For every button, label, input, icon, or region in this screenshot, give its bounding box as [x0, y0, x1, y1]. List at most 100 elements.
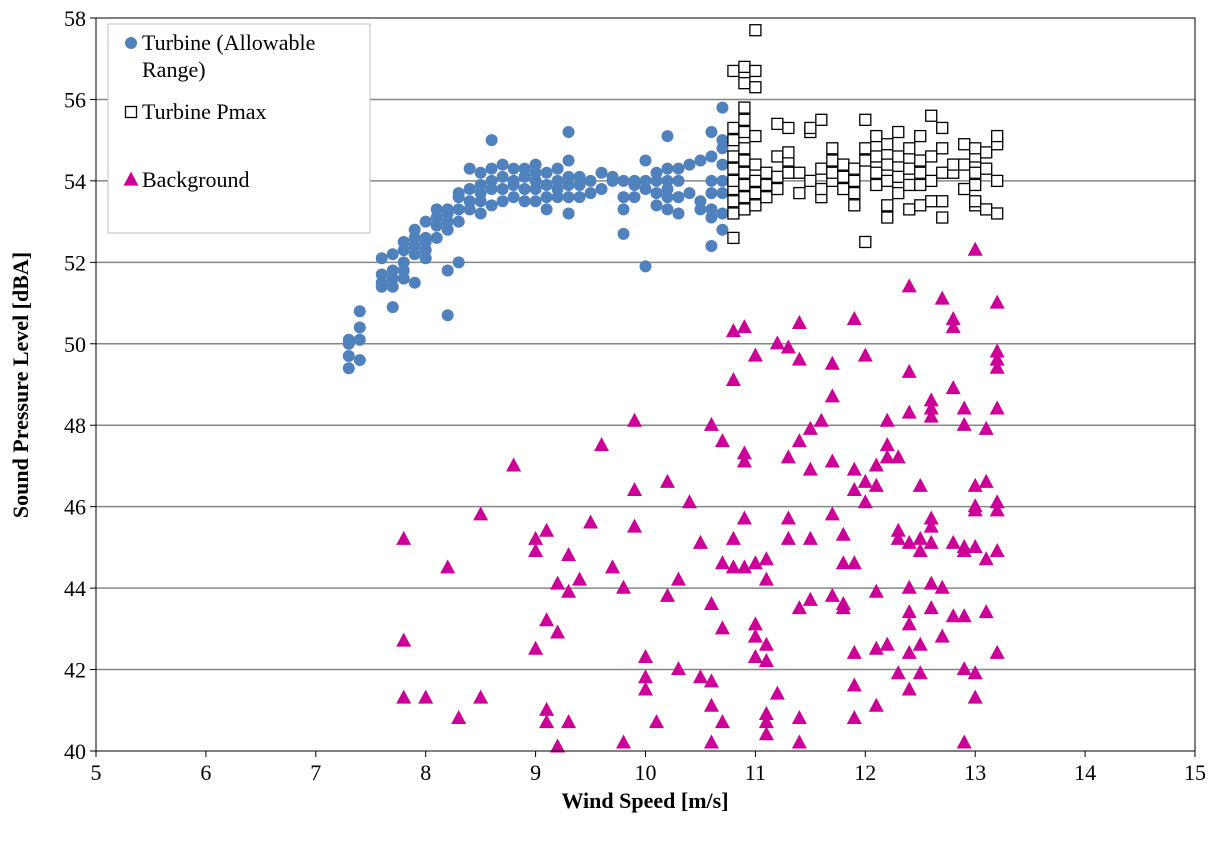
- point-circle: [540, 178, 553, 191]
- point-square: [881, 174, 894, 188]
- legend-box: [107, 23, 371, 234]
- point-circle: [551, 174, 564, 187]
- point-triangle: [780, 510, 796, 525]
- point-circle: [397, 235, 410, 248]
- point-square: [947, 158, 960, 171]
- point-square: [936, 142, 949, 155]
- point-square: [914, 129, 927, 143]
- point-triangle: [989, 359, 1005, 374]
- point-triangle: [945, 380, 961, 395]
- point-circle: [716, 174, 729, 187]
- x-tick-label: 8: [420, 760, 431, 785]
- point-circle: [716, 158, 729, 171]
- point-triangle: [945, 534, 961, 549]
- point-triangle: [451, 710, 467, 725]
- point-circle: [518, 162, 531, 175]
- point-circle: [573, 191, 586, 204]
- point-triangle: [868, 640, 884, 655]
- point-square: [749, 129, 762, 143]
- point-triangle: [890, 530, 906, 545]
- point-circle: [672, 162, 685, 175]
- point-square: [793, 186, 806, 200]
- point-square: [925, 174, 938, 188]
- point-triangle: [989, 644, 1005, 659]
- point-triangle: [967, 477, 983, 492]
- point-triangle: [736, 510, 752, 525]
- point-triangle: [824, 453, 840, 468]
- point-square: [760, 191, 773, 204]
- y-tick-label: 58: [64, 6, 86, 31]
- point-square: [727, 195, 740, 208]
- point-triangle: [747, 648, 763, 663]
- point-square: [914, 166, 927, 179]
- point-circle: [430, 231, 443, 244]
- point-triangle: [945, 310, 961, 325]
- point-circle: [452, 215, 465, 228]
- point-circle: [463, 195, 476, 208]
- point-triangle: [923, 534, 939, 549]
- point-triangle: [802, 461, 818, 476]
- point-circle: [375, 268, 388, 281]
- point-triangle: [879, 636, 895, 651]
- point-triangle: [605, 559, 621, 574]
- point-square: [749, 64, 762, 78]
- point-triangle: [945, 608, 961, 623]
- point-circle: [430, 203, 443, 216]
- point-triangle: [901, 604, 917, 619]
- point-triangle: [692, 669, 708, 684]
- point-triangle: [638, 681, 653, 696]
- point-triangle: [868, 697, 884, 712]
- point-triangle: [912, 636, 928, 651]
- point-triangle: [769, 685, 785, 700]
- point-circle: [485, 199, 498, 212]
- point-square: [749, 158, 762, 171]
- point-square: [804, 174, 817, 188]
- point-triangle: [670, 571, 686, 586]
- point-triangle: [758, 714, 774, 729]
- point-square: [771, 170, 784, 183]
- point-triangle: [890, 665, 906, 680]
- point-square: [738, 166, 751, 179]
- point-triangle: [857, 494, 873, 509]
- point-square: [870, 129, 883, 143]
- point-circle: [463, 162, 476, 175]
- point-circle: [562, 170, 575, 183]
- point-circle: [606, 170, 619, 183]
- point-circle: [507, 174, 520, 187]
- point-triangle: [945, 319, 961, 334]
- point-triangle: [758, 653, 774, 668]
- point-triangle: [978, 473, 994, 488]
- point-triangle: [989, 400, 1005, 415]
- point-circle: [705, 187, 718, 200]
- point-square: [738, 101, 751, 114]
- point-triangle: [714, 620, 730, 635]
- point-triangle: [528, 640, 544, 655]
- point-square: [738, 203, 751, 216]
- point-triangle: [561, 547, 577, 562]
- point-triangle: [868, 583, 884, 598]
- point-circle: [441, 264, 454, 277]
- point-triangle: [572, 571, 588, 586]
- point-triangle: [561, 583, 577, 598]
- legend-marker-circle: [125, 37, 137, 49]
- point-circle: [386, 301, 399, 314]
- point-triangle: [736, 559, 752, 574]
- point-triangle: [528, 543, 544, 558]
- point-triangle: [989, 294, 1005, 309]
- point-circle: [529, 195, 542, 208]
- point-square: [738, 77, 751, 90]
- point-square: [738, 60, 751, 74]
- point-triangle: [846, 644, 862, 659]
- point-triangle: [923, 400, 939, 415]
- point-circle: [661, 203, 674, 216]
- point-circle: [353, 305, 366, 318]
- point-circle: [441, 203, 454, 216]
- point-triangle: [418, 689, 434, 704]
- point-circle: [716, 207, 729, 220]
- x-tick-label: 9: [530, 760, 541, 785]
- point-square: [826, 142, 839, 155]
- point-triangle: [868, 477, 884, 492]
- y-tick-label: 44: [64, 576, 86, 601]
